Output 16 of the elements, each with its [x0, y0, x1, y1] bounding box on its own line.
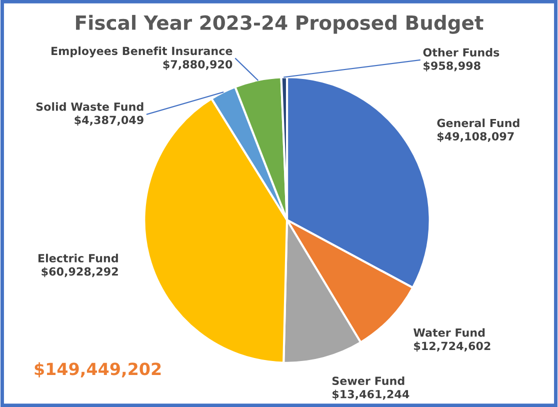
slice-label: Water Fund: [414, 328, 485, 337]
data-label: $4,387,049: [74, 116, 144, 126]
data-label: $60,928,292: [42, 267, 118, 278]
data-label: $49,108,097: [437, 132, 514, 142]
slice-label: Employees Benefit Insurance: [52, 46, 232, 58]
slice-label: Other Funds: [423, 48, 500, 57]
slice-label: General Fund: [437, 118, 520, 128]
chart-title: Fiscal Year 2023-24 Proposed Budget: [76, 14, 484, 34]
data-label: $7,880,920: [163, 60, 232, 70]
slice-label: Sewer Fund: [332, 376, 404, 386]
data-label: $958,998: [424, 61, 480, 72]
slice-label: Electric Fund: [38, 254, 118, 262]
data-label: $12,724,602: [414, 342, 490, 352]
slice-label: Solid Waste Fund: [36, 102, 144, 111]
text: $149,449,202: [34, 362, 161, 378]
data-label: $13,461,244: [332, 390, 410, 400]
